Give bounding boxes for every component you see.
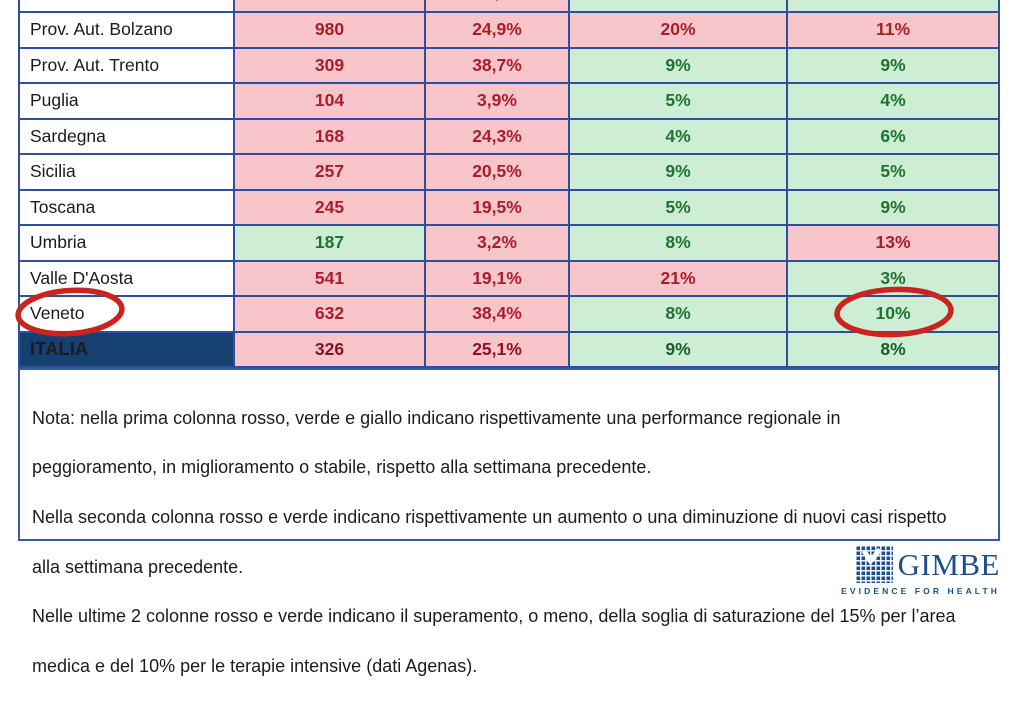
note-line: alla settimana precedente.	[32, 556, 244, 577]
gimbe-grid-icon	[855, 546, 893, 583]
value-cell: 4%	[788, 84, 998, 118]
region-cell-puglia: Puglia	[20, 84, 233, 118]
gimbe-logo-wordmark: GIMBE	[897, 547, 1000, 582]
region-cell-toscana: Toscana	[20, 190, 233, 224]
value-cell: 8%	[570, 297, 786, 331]
region-cell-sicilia: Sicilia	[20, 155, 233, 189]
value-cell: 9%	[788, 48, 998, 82]
value-cell: 10%	[788, 297, 998, 331]
value-cell: 19,5%	[426, 190, 568, 224]
value-cell: 257	[235, 155, 424, 189]
note-line: Nelle ultime 2 colonne rosso e verde ind…	[32, 606, 956, 627]
value-cell: 245	[235, 190, 424, 224]
gimbe-logo: GIMBE EVIDENCE FOR HEALTH	[841, 546, 1000, 596]
value-cell: 19,1%	[426, 261, 568, 295]
value-cell: 11%	[788, 13, 998, 47]
note-line: peggioramento, in miglioramento o stabil…	[32, 457, 652, 478]
value-cell: 3,2%	[426, 226, 568, 260]
value-cell: 25,1%	[426, 332, 568, 366]
note-line: medica e del 10% per le terapie intensiv…	[32, 655, 478, 676]
value-cell: 5%	[570, 84, 786, 118]
value-cell: 6%	[788, 119, 998, 153]
value-cell: 8%	[570, 226, 786, 260]
value-cell: 13%	[788, 226, 998, 260]
note-box: Nota: nella prima colonna rosso, verde e…	[18, 368, 1000, 676]
partial-region-cell	[20, 0, 233, 11]
value-cell: 309	[235, 48, 424, 82]
value-cell: 632	[235, 297, 424, 331]
note-line: Nota: nella prima colonna rosso, verde e…	[32, 407, 841, 428]
value-cell: 20%	[570, 13, 786, 47]
region-cell-prov-aut-trento: Prov. Aut. Trento	[20, 48, 233, 82]
gimbe-logo-tagline: EVIDENCE FOR HEALTH	[841, 586, 1000, 596]
partial-value-cell	[235, 0, 424, 11]
value-cell: 21%	[570, 261, 786, 295]
value-cell: 8%	[788, 332, 998, 366]
partial-value-cell	[570, 0, 786, 11]
value-cell: 20,5%	[426, 155, 568, 189]
clipped-text: ,	[494, 0, 499, 3]
note-line: Nella seconda colonna rosso e verde indi…	[32, 506, 947, 527]
value-cell: 541	[235, 261, 424, 295]
value-cell: 187	[235, 226, 424, 260]
region-cell-italia: ITALIA	[20, 332, 233, 366]
value-cell: 9%	[570, 48, 786, 82]
value-cell: 9%	[788, 190, 998, 224]
value-cell: 9%	[570, 332, 786, 366]
value-cell: 4%	[570, 119, 786, 153]
value-cell: 5%	[570, 190, 786, 224]
value-cell: 980	[235, 13, 424, 47]
region-cell-prov-aut-bolzano: Prov. Aut. Bolzano	[20, 13, 233, 47]
value-cell: 3%	[788, 261, 998, 295]
value-cell: 38,7%	[426, 48, 568, 82]
partial-value-cell: ,	[426, 0, 568, 11]
region-cell-sardegna: Sardegna	[20, 119, 233, 153]
region-cell-umbria: Umbria	[20, 226, 233, 260]
partial-value-cell	[788, 0, 998, 11]
value-cell: 5%	[788, 155, 998, 189]
value-cell: 38,4%	[426, 297, 568, 331]
value-cell: 168	[235, 119, 424, 153]
value-cell: 3,9%	[426, 84, 568, 118]
value-cell: 24,9%	[426, 13, 568, 47]
value-cell: 9%	[570, 155, 786, 189]
value-cell: 104	[235, 84, 424, 118]
region-cell-valle-d-aosta: Valle D'Aosta	[20, 261, 233, 295]
value-cell: 24,3%	[426, 119, 568, 153]
value-cell: 326	[235, 332, 424, 366]
region-cell-veneto: Veneto	[20, 297, 233, 331]
